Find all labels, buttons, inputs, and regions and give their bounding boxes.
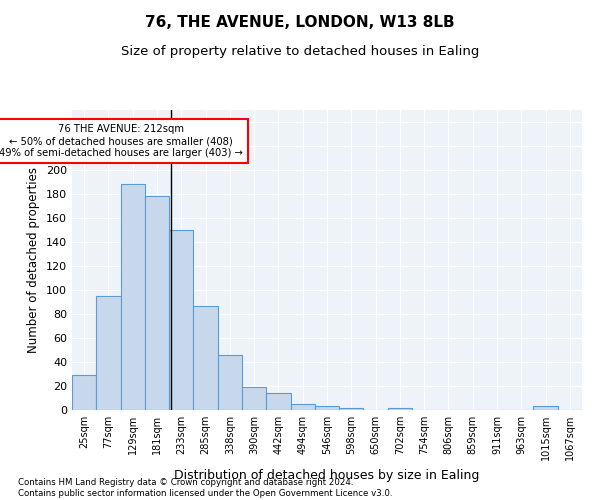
Y-axis label: Number of detached properties: Number of detached properties	[28, 167, 40, 353]
Bar	[388, 408, 412, 410]
X-axis label: Distribution of detached houses by size in Ealing: Distribution of detached houses by size …	[175, 468, 479, 481]
Bar	[193, 306, 218, 410]
Text: Size of property relative to detached houses in Ealing: Size of property relative to detached ho…	[121, 45, 479, 58]
Bar	[533, 406, 558, 410]
Bar	[266, 393, 290, 410]
Bar	[290, 404, 315, 410]
Bar	[169, 230, 193, 410]
Text: 76 THE AVENUE: 212sqm
← 50% of detached houses are smaller (408)
49% of semi-det: 76 THE AVENUE: 212sqm ← 50% of detached …	[0, 124, 242, 158]
Bar	[339, 408, 364, 410]
Bar	[121, 184, 145, 410]
Bar	[218, 355, 242, 410]
Text: 76, THE AVENUE, LONDON, W13 8LB: 76, THE AVENUE, LONDON, W13 8LB	[145, 15, 455, 30]
Bar	[72, 375, 96, 410]
Bar	[242, 387, 266, 410]
Text: Contains HM Land Registry data © Crown copyright and database right 2024.
Contai: Contains HM Land Registry data © Crown c…	[18, 478, 392, 498]
Bar	[96, 296, 121, 410]
Bar	[315, 406, 339, 410]
Bar	[145, 196, 169, 410]
